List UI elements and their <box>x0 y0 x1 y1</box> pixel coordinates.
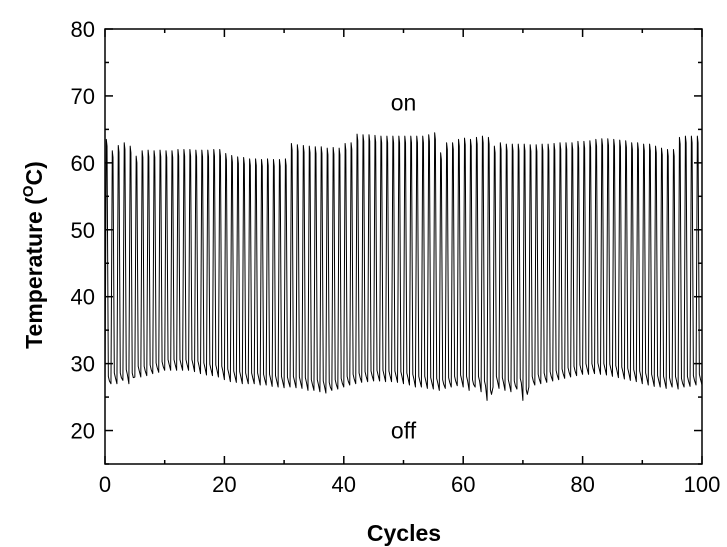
x-axis-ticks: 0 20 40 60 80 100 <box>99 29 720 497</box>
series-group <box>104 132 703 401</box>
series-line-0 <box>104 132 703 401</box>
y-tick-label-20: 20 <box>71 419 95 444</box>
x-tick-label-40: 40 <box>332 472 356 497</box>
y-axis-title-suffix: C) <box>21 161 47 185</box>
annotation-off: off <box>391 418 417 444</box>
x-tick-label-100: 100 <box>684 472 721 497</box>
x-tick-label-80: 80 <box>570 472 594 497</box>
x-tick-label-20: 20 <box>212 472 236 497</box>
y-axis-title-superscript: O <box>20 185 37 197</box>
x-tick-label-60: 60 <box>451 472 475 497</box>
annotation-on: on <box>391 90 417 116</box>
y-axis-ticks: 20 30 40 50 60 70 80 <box>71 17 702 465</box>
y-tick-label-60: 60 <box>71 151 95 176</box>
annotations: on off <box>391 90 417 444</box>
y-tick-label-50: 50 <box>71 218 95 243</box>
x-axis-title: Cycles <box>367 520 441 546</box>
y-axis-title: Temperature (OC) <box>20 161 47 349</box>
y-tick-label-70: 70 <box>71 84 95 109</box>
y-tick-label-30: 30 <box>71 352 95 377</box>
y-tick-label-40: 40 <box>71 285 95 310</box>
x-tick-label-0: 0 <box>99 472 111 497</box>
y-tick-label-80: 80 <box>71 17 95 42</box>
y-axis-title-prefix: Temperature ( <box>21 197 47 349</box>
